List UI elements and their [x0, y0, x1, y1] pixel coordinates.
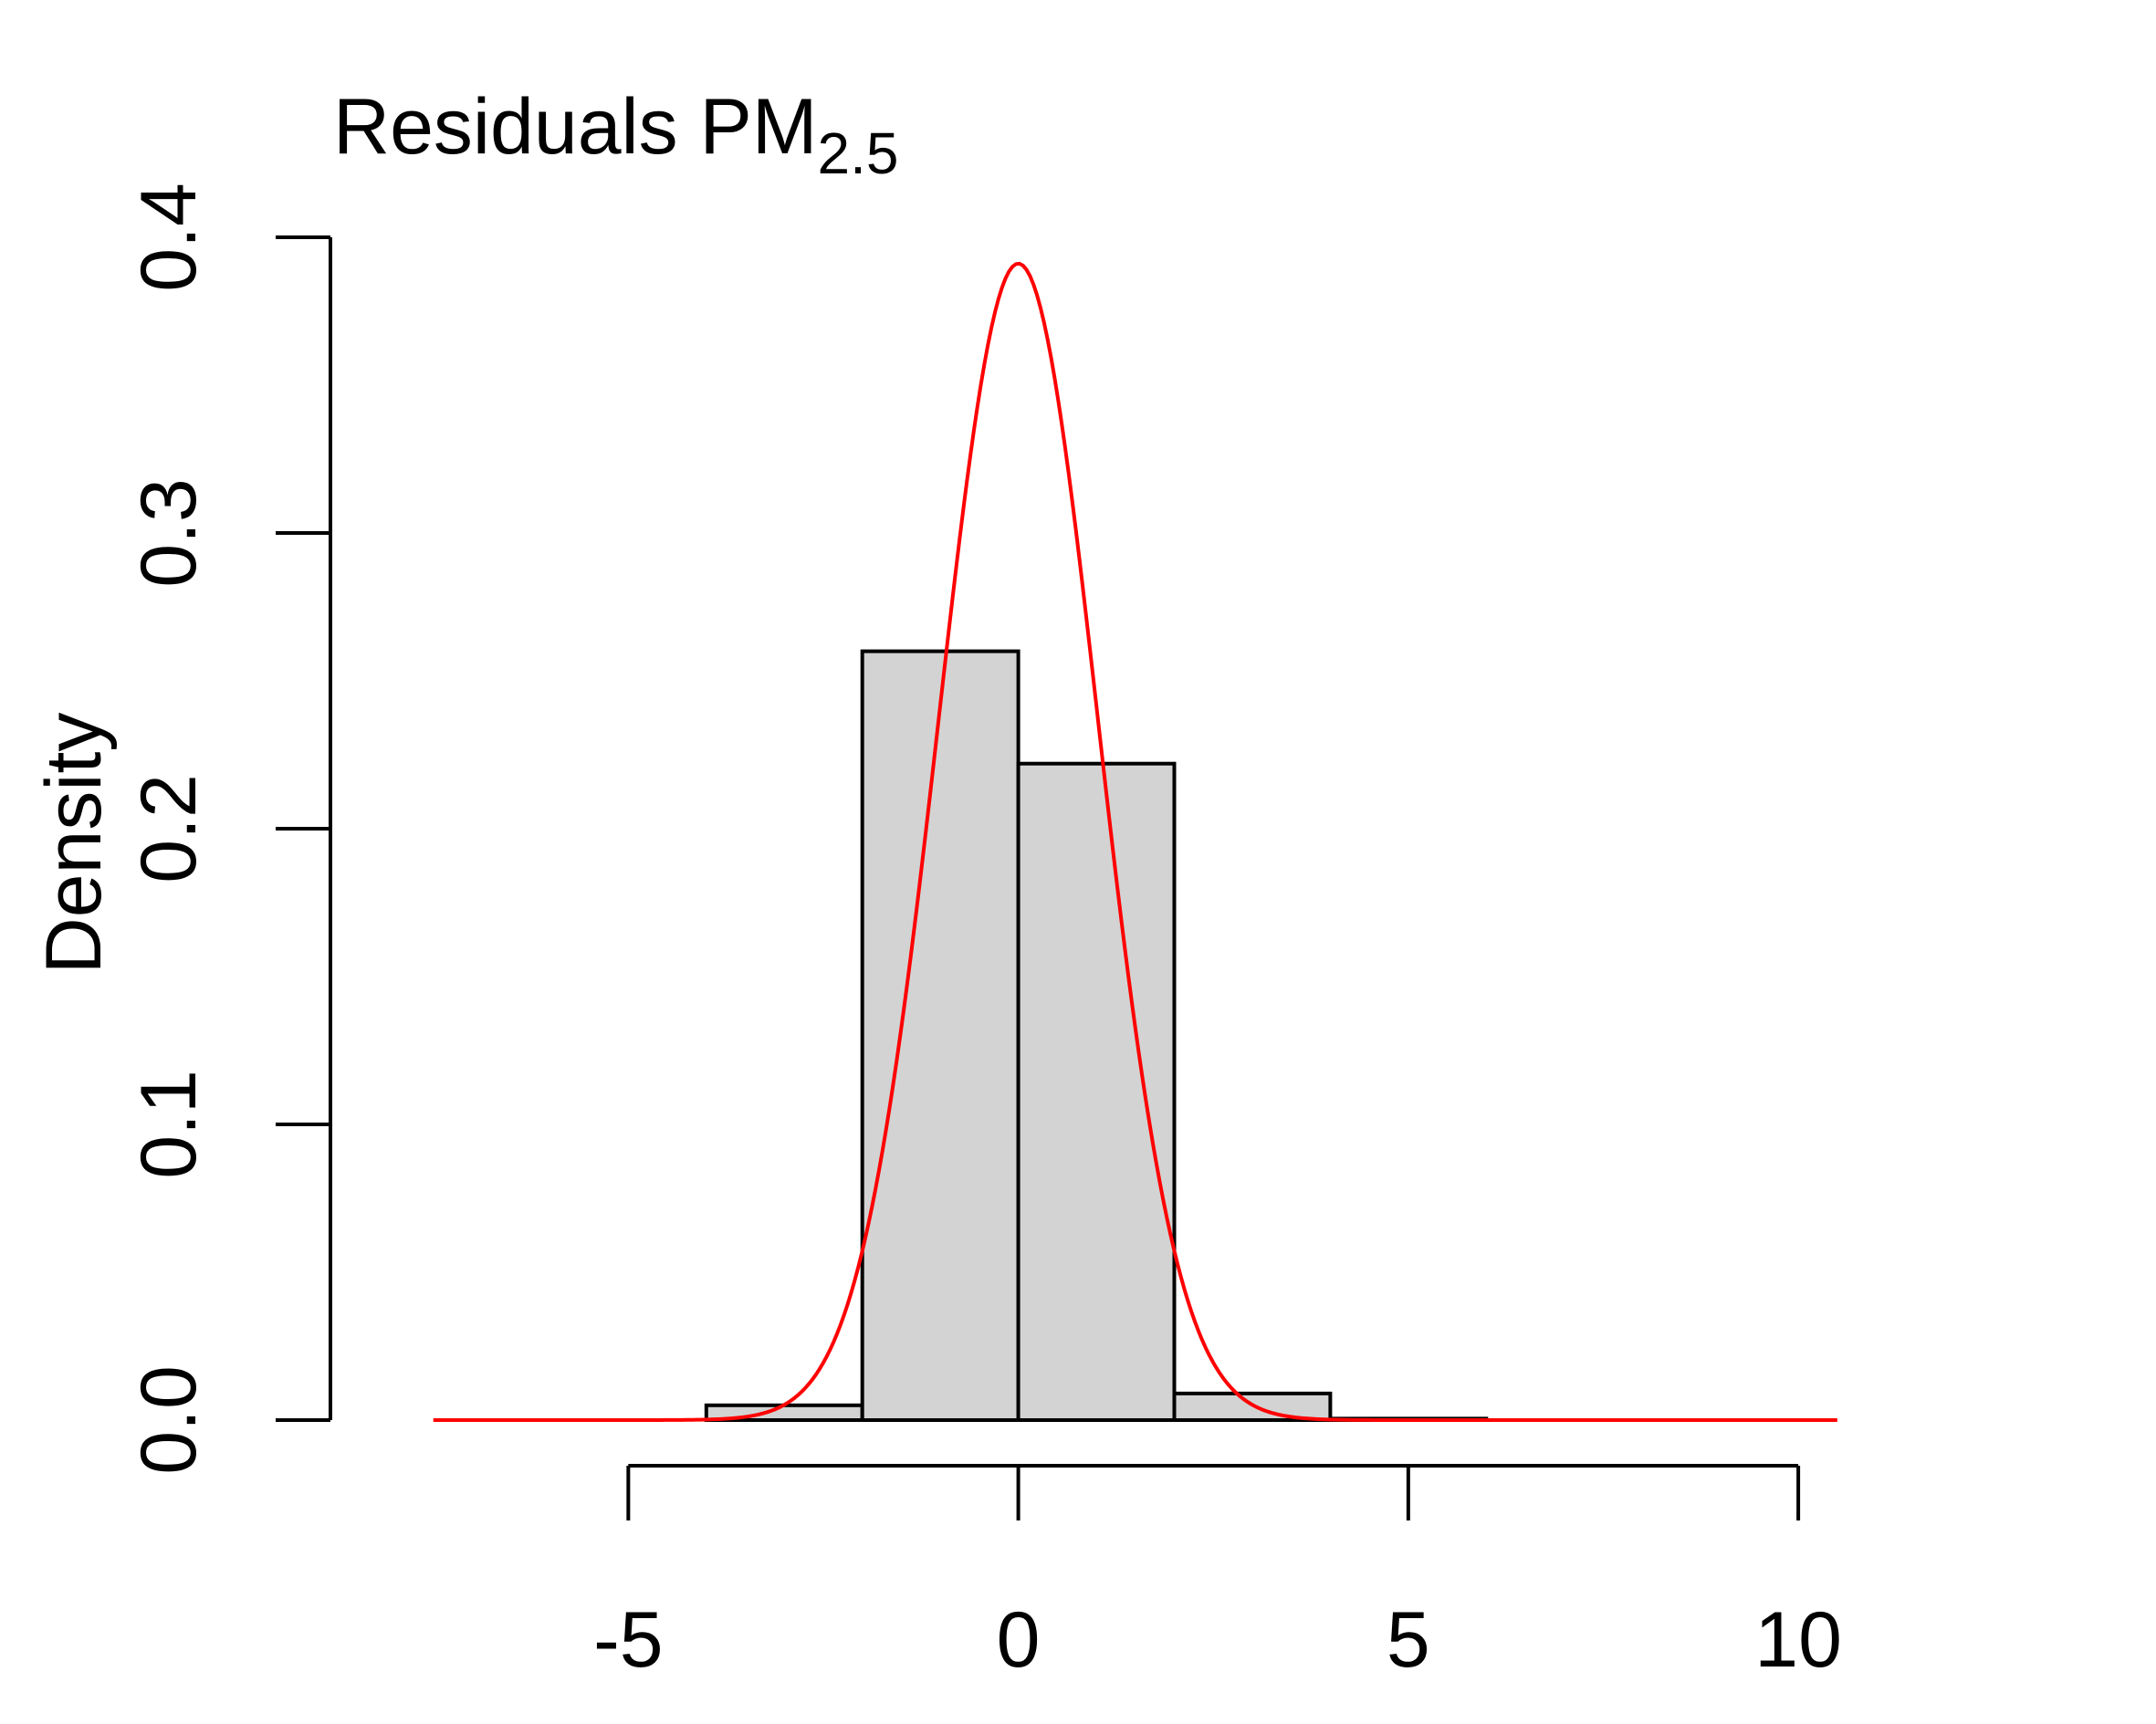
x-tick-label-1: 0	[997, 1596, 1041, 1684]
chart-title-subscript: 2.5	[818, 120, 899, 186]
y-tick-label-4: 0.4	[125, 183, 213, 292]
x-tick-label-3: 10	[1754, 1596, 1842, 1684]
y-tick-label-3: 0.3	[125, 478, 213, 588]
y-tick-label-2: 0.2	[125, 774, 213, 883]
histogram-bar-3	[860, 649, 1020, 1422]
x-tick-label-0: -5	[593, 1596, 663, 1684]
y-tick-label-0: 0.0	[125, 1365, 213, 1475]
y-axis: 0.0 0.1 0.2 0.3 0.4	[125, 183, 332, 1475]
y-axis-label: Density	[30, 713, 118, 975]
x-axis: -5 0 5 10	[593, 1464, 1842, 1684]
density-curve-line-0	[433, 261, 1837, 1422]
chart-title: Residuals PM2.5	[333, 83, 899, 186]
chart-title-main: Residuals PM	[333, 83, 818, 171]
y-tick-label-1: 0.1	[125, 1070, 213, 1179]
histogram-bars	[704, 649, 1489, 1423]
x-tick-label-2: 5	[1387, 1596, 1430, 1684]
density-curve	[433, 261, 1837, 1422]
histogram-bar-4	[1016, 761, 1177, 1422]
